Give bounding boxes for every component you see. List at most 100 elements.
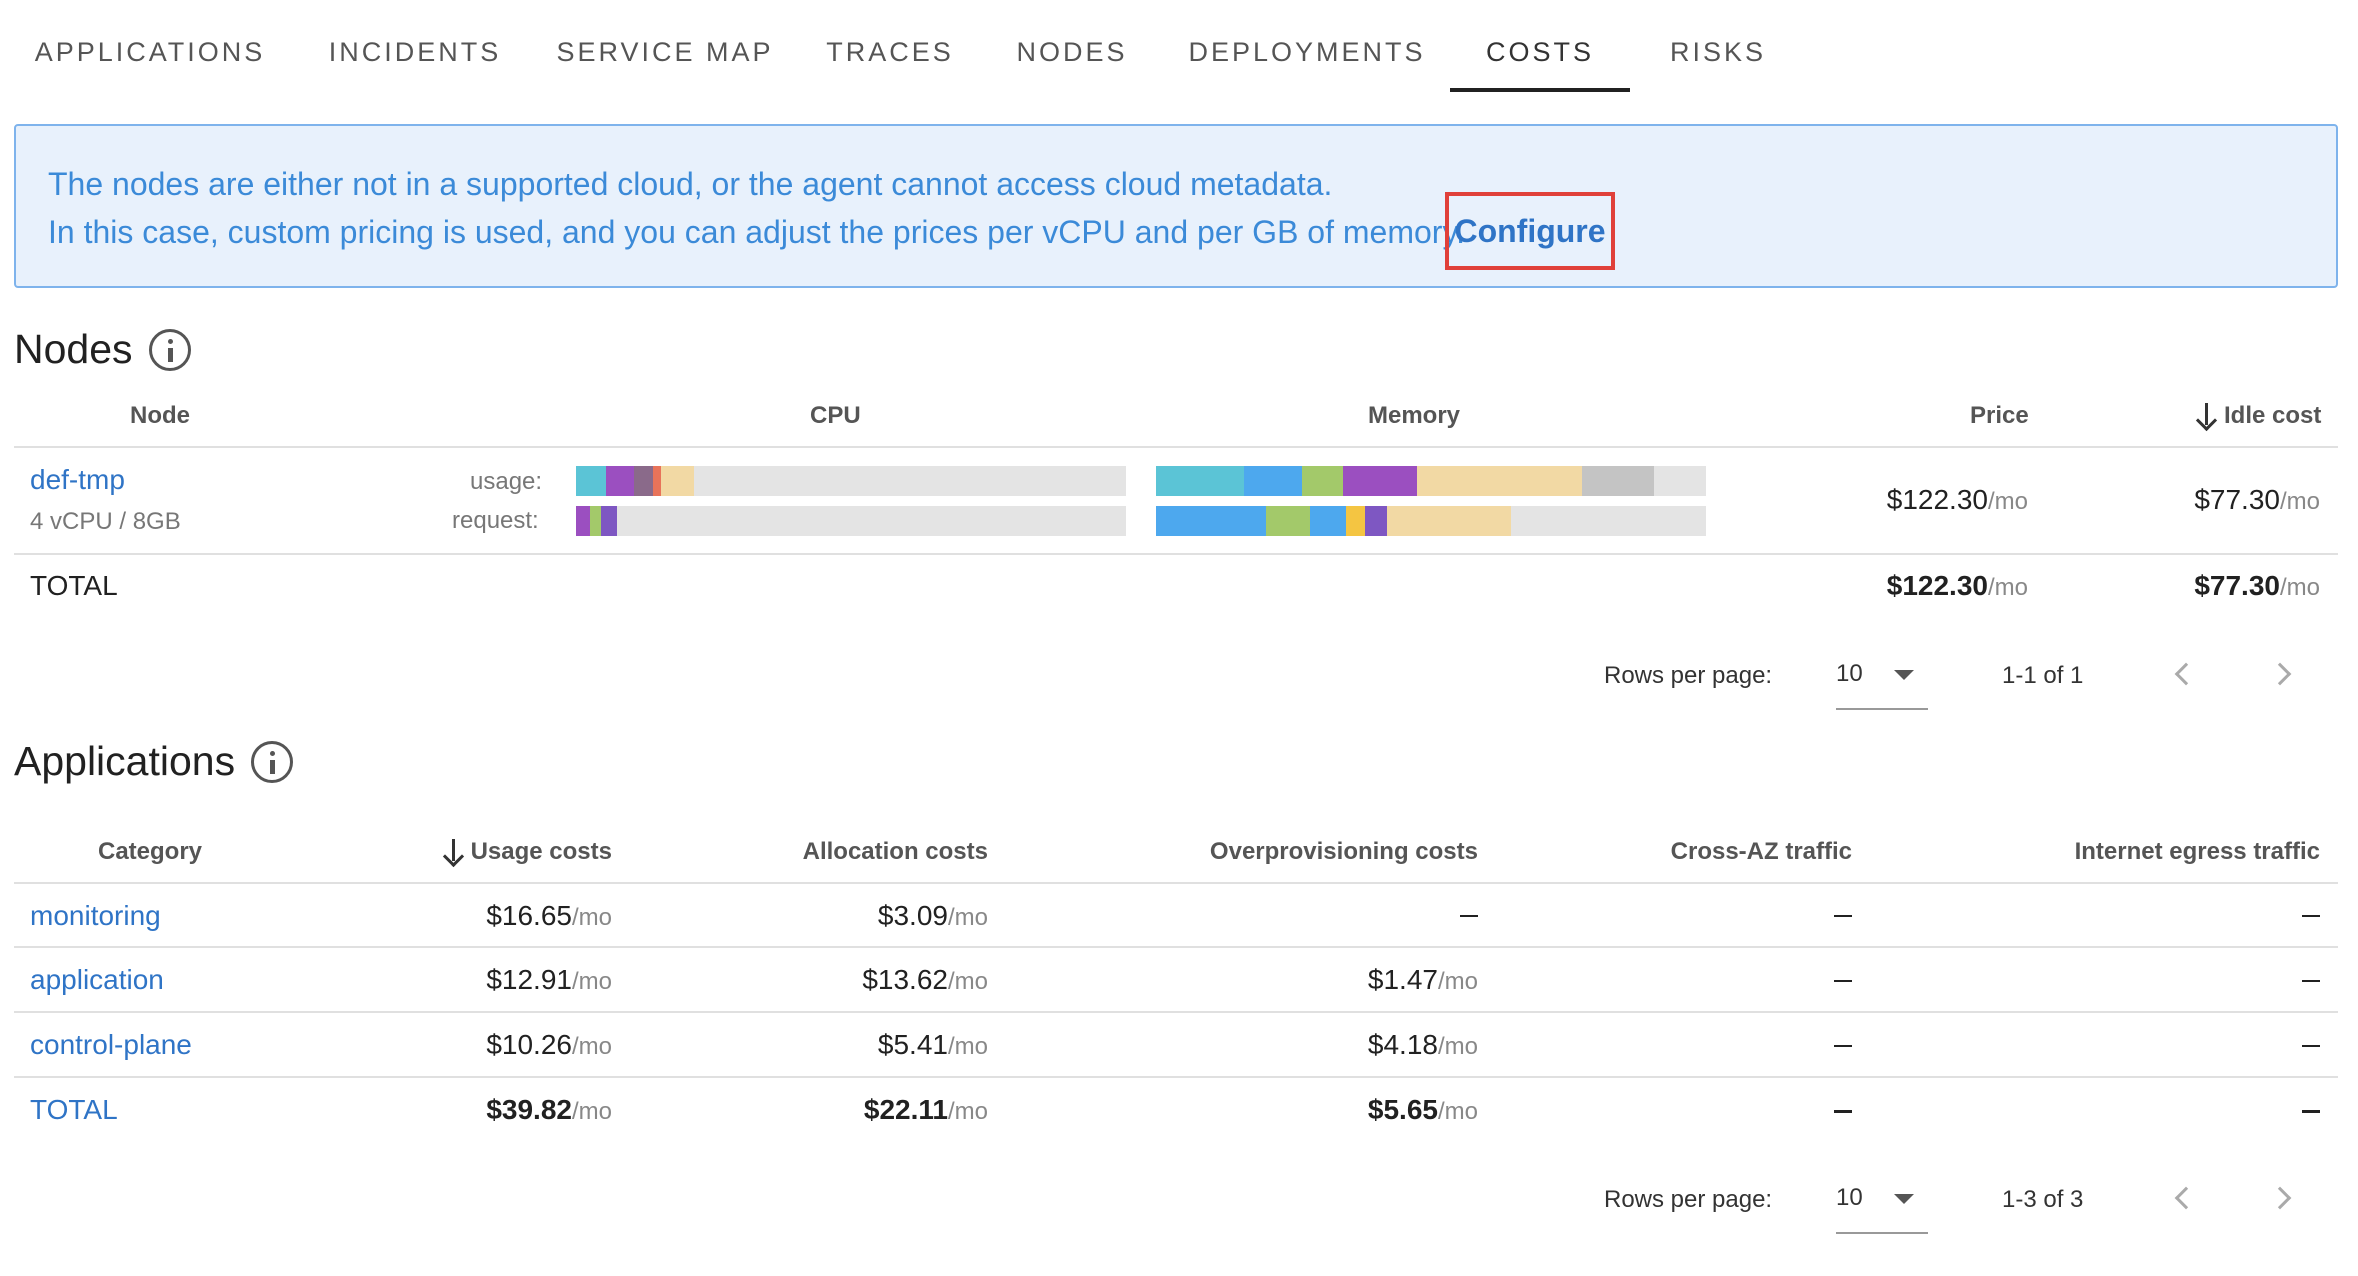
nodes-header-cpu[interactable]: CPU xyxy=(810,402,861,429)
configure-link[interactable]: Configure xyxy=(1445,192,1615,270)
nodes-section-title: Nodes xyxy=(14,326,191,373)
total-allocation-cost: $22.11/mo xyxy=(863,1094,988,1125)
rows-per-page-select[interactable]: 10 xyxy=(1836,652,1928,710)
bar-segment xyxy=(1301,466,1343,496)
info-icon[interactable] xyxy=(148,328,191,371)
bar-segment xyxy=(589,506,601,536)
tab-nodes[interactable]: NODES xyxy=(1016,37,1128,67)
usage-label: usage: xyxy=(470,468,543,495)
bar-segment xyxy=(661,466,695,496)
pagination-range: 1-1 of 1 xyxy=(2002,662,2084,689)
alert-line-2: In this case, custom pricing is used, an… xyxy=(48,214,1465,250)
empty-value-dash xyxy=(2302,1045,2320,1047)
bar-segment xyxy=(1156,506,1266,536)
tab-applications[interactable]: APPLICATIONS xyxy=(34,37,266,67)
bar-segment xyxy=(653,466,662,496)
empty-value-dash xyxy=(1834,1110,1852,1113)
bar-segment xyxy=(1387,506,1511,536)
divider xyxy=(14,1076,2338,1078)
empty-value-dash xyxy=(1834,1045,1852,1047)
chevron-left-icon[interactable] xyxy=(2174,662,2198,686)
custom-pricing-alert: The nodes are either not in a supported … xyxy=(14,124,2338,288)
empty-value-dash xyxy=(1834,915,1852,917)
allocation-cost: $13.62/mo xyxy=(862,964,988,995)
total-overprovisioning-cost: $5.65/mo xyxy=(1367,1094,1478,1125)
info-icon[interactable] xyxy=(251,740,294,783)
divider xyxy=(14,446,2338,448)
tab-deployments[interactable]: DEPLOYMENTS xyxy=(1188,37,1426,67)
apps-header-usage-costs[interactable]: Usage costs xyxy=(443,838,612,866)
sort-down-icon xyxy=(443,839,465,863)
empty-value-dash xyxy=(2302,1110,2320,1113)
tab-service-map[interactable]: SERVICE MAP xyxy=(556,37,774,67)
apps-header-overprovisioning-costs[interactable]: Overprovisioning costs xyxy=(1209,838,1478,865)
memory-request-bar[interactable] xyxy=(1156,506,1706,536)
nodes-total-price: $122.30/mo xyxy=(1886,570,2028,601)
category-link[interactable]: control-plane xyxy=(30,1029,192,1060)
apps-total-label[interactable]: TOTAL xyxy=(30,1094,118,1125)
nodes-header-node[interactable]: Node xyxy=(130,402,190,429)
chevron-left-icon[interactable] xyxy=(2174,1186,2198,1210)
empty-value-dash xyxy=(2302,915,2320,917)
apps-header-category[interactable]: Category xyxy=(98,838,203,865)
bar-segment xyxy=(606,466,634,496)
pagination-range: 1-3 of 3 xyxy=(2002,1186,2084,1213)
bar-segment xyxy=(1266,506,1310,536)
chevron-down-icon xyxy=(1894,1194,1914,1204)
tab-incidents[interactable]: INCIDENTS xyxy=(328,37,502,67)
tab-risks[interactable]: RISKS xyxy=(1669,37,1767,67)
rows-per-page-select[interactable]: 10 xyxy=(1836,1176,1928,1234)
empty-value-dash xyxy=(1460,915,1478,917)
bar-segment xyxy=(1310,506,1346,536)
allocation-cost: $5.41/mo xyxy=(877,1029,988,1060)
nodes-header-idle-cost[interactable]: Idle cost xyxy=(2196,402,2321,430)
allocation-cost: $3.09/mo xyxy=(877,900,988,931)
chevron-down-icon xyxy=(1894,670,1914,680)
nodes-title: Nodes xyxy=(14,326,133,372)
overprovisioning-cost: $4.18/mo xyxy=(1367,1029,1478,1060)
node-idle-cost: $77.30/mo xyxy=(2194,484,2320,515)
node-name-link[interactable]: def-tmp xyxy=(30,464,125,495)
apps-header-internet-egress-traffic[interactable]: Internet egress traffic xyxy=(2074,838,2320,865)
tab-bar: APPLICATIONS INCIDENTS SERVICE MAP TRACE… xyxy=(0,0,2358,92)
bar-segment xyxy=(1156,466,1244,496)
nodes-header-memory[interactable]: Memory xyxy=(1368,402,1461,429)
apps-header-cross-az-traffic[interactable]: Cross-AZ traffic xyxy=(1670,838,1852,865)
cpu-request-bar[interactable] xyxy=(576,506,1126,536)
empty-value-dash xyxy=(2302,980,2320,982)
cpu-usage-bar[interactable] xyxy=(576,466,1126,496)
divider xyxy=(14,1011,2338,1013)
request-label: request: xyxy=(452,507,539,534)
total-usage-cost: $39.82/mo xyxy=(486,1094,612,1125)
nodes-header-price[interactable]: Price xyxy=(1970,402,2029,429)
bar-segment xyxy=(576,466,607,496)
rows-per-page-label: Rows per page: xyxy=(1604,662,1773,689)
chevron-right-icon[interactable] xyxy=(2268,1186,2292,1210)
alert-line-1: The nodes are either not in a supported … xyxy=(48,166,1333,202)
category-link[interactable]: application xyxy=(30,964,164,995)
bar-segment xyxy=(1343,466,1418,496)
memory-usage-bar[interactable] xyxy=(1156,466,1706,496)
bar-segment xyxy=(1345,506,1365,536)
chevron-right-icon[interactable] xyxy=(2268,662,2292,686)
bar-segment xyxy=(1417,466,1583,496)
apps-header-allocation-costs[interactable]: Allocation costs xyxy=(802,838,988,865)
bar-segment xyxy=(1365,506,1387,536)
bar-segment xyxy=(1582,466,1654,496)
node-spec: 4 vCPU / 8GB xyxy=(30,508,181,535)
bar-segment xyxy=(633,466,653,496)
sort-down-icon xyxy=(2196,403,2218,427)
nodes-total-label: TOTAL xyxy=(30,570,118,601)
applications-section-title: Applications xyxy=(14,738,294,785)
overprovisioning-cost: $1.47/mo xyxy=(1367,964,1478,995)
category-link[interactable]: monitoring xyxy=(30,900,161,931)
divider xyxy=(14,946,2338,948)
tab-traces[interactable]: TRACES xyxy=(826,37,954,67)
nodes-total-idle-cost: $77.30/mo xyxy=(2194,570,2320,601)
divider xyxy=(14,553,2338,555)
bar-segment xyxy=(1244,466,1302,496)
tab-costs[interactable]: COSTS xyxy=(1450,0,1630,92)
node-price: $122.30/mo xyxy=(1886,484,2028,515)
bar-segment xyxy=(600,506,618,536)
usage-cost: $10.26/mo xyxy=(486,1029,612,1060)
